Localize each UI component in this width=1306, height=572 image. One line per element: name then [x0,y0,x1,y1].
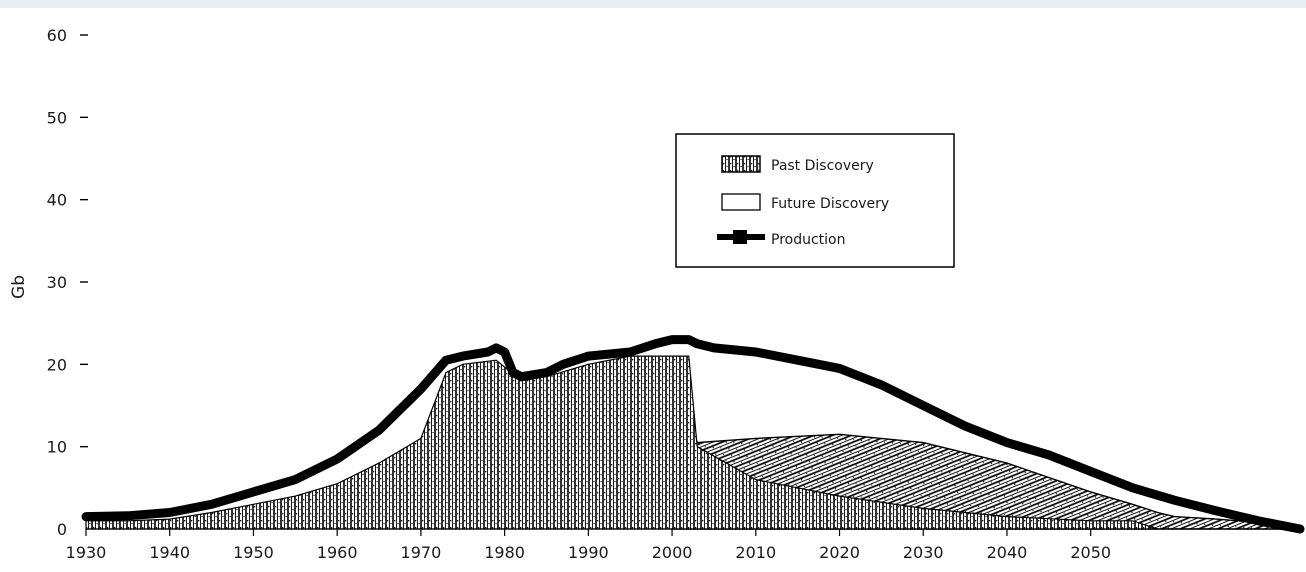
x-tick-label: 2010 [735,543,776,562]
legend-swatch-production-marker [733,230,747,244]
x-tick-label: 1970 [401,543,442,562]
series-production-line [81,335,1305,534]
y-tick-label: 10 [47,438,67,457]
x-tick-label: 2000 [652,543,693,562]
y-axis-title: Gb [9,275,29,299]
top-strip [0,0,1306,8]
y-tick-label: 30 [47,273,67,292]
legend: Past Discovery Future Discovery Producti… [675,133,955,268]
x-tick-label: 1990 [568,543,609,562]
x-tick-label: 2050 [1070,543,1111,562]
y-tick-label: 0 [57,520,67,539]
y-tick-label: 60 [47,26,67,45]
legend-swatch-past-discovery [721,155,761,173]
legend-entry-past-discovery: Past Discovery [721,155,874,174]
y-tick-label: 20 [47,355,67,374]
x-axis-ticks: 1930 1940 1950 1960 1970 1980 1990 2000 2010 2020… [66,529,1111,562]
legend-swatch-future-discovery [721,193,761,211]
x-tick-label: 1960 [317,543,358,562]
legend-label-future-discovery: Future Discovery [771,196,889,212]
legend-entry-production: Production [717,230,845,248]
y-tick-label: 40 [47,191,67,210]
y-axis-ticks: 0 10 20 30 40 50 60 [47,26,88,539]
x-tick-label: 2030 [903,543,944,562]
x-tick-label: 1950 [233,543,274,562]
plot-area [81,335,1305,534]
x-tick-label: 2020 [819,543,860,562]
x-tick-label: 1980 [484,543,525,562]
x-tick-label: 2040 [987,543,1028,562]
x-tick-label: 1930 [66,543,107,562]
legend-entry-future-discovery: Future Discovery [721,193,889,212]
legend-label-production: Production [771,232,845,248]
y-tick-label: 50 [47,108,67,127]
legend-label-past-discovery: Past Discovery [771,158,874,174]
x-tick-label: 1940 [149,543,190,562]
